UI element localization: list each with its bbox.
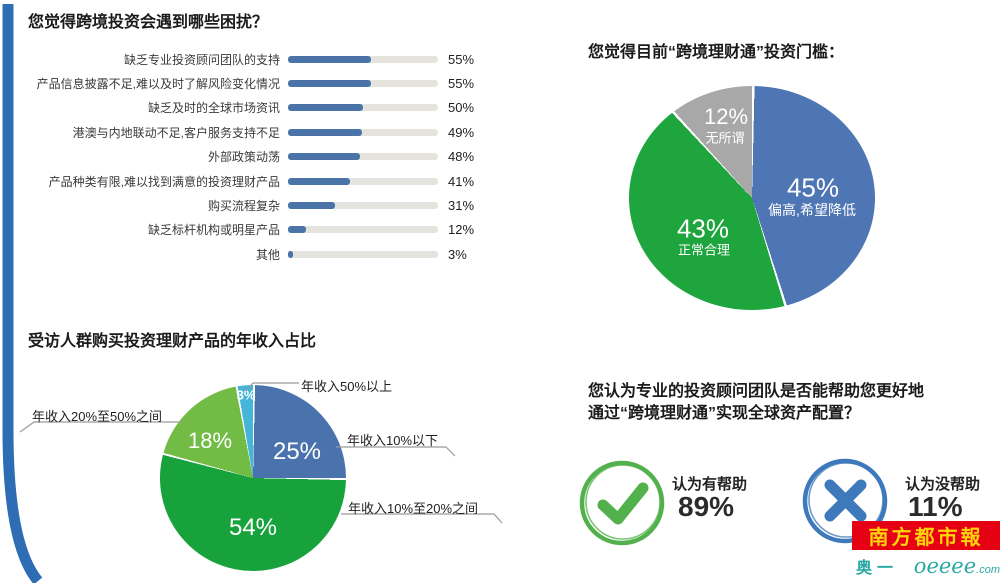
bar-value: 48% [448,149,475,165]
bar-fill [288,55,371,63]
bar-value: 3% [448,246,467,262]
helpful-label: 认为有帮助 [672,476,748,493]
income-slice-pct: 18% [187,428,233,453]
bar-value: 55% [448,51,475,67]
threshold-pie-title: 您觉得目前“跨境理财通”投资门槛： [588,44,845,61]
bar-track [288,55,438,63]
bar-value: 12% [448,222,475,238]
site-name: 奥一网 [856,560,899,577]
bar-row: 产品种类有限,难以找到满意的投资理财产品 41% [28,169,488,193]
check-circle-icon [579,460,665,546]
bar-value: 31% [448,198,475,214]
bar-track [288,250,438,258]
bar-value: 49% [448,124,475,140]
bar-row: 缺乏标杆机构或明星产品 12% [28,218,488,242]
bar-row: 外部政策动荡 48% [28,145,488,169]
bar-fill [288,226,306,234]
not-helpful-pct: 11% [908,491,963,522]
bar-fill [288,250,293,258]
bar-label: 缺乏专业投资顾问团队的支持 [123,52,280,67]
bar-label: 外部政策动荡 [207,150,280,165]
bar-label: 购买流程复杂 [207,199,280,214]
newspaper-logo: 南方都市報 [852,521,1000,550]
threshold-slice-pct: 45% [786,172,840,203]
not-helpful-label: 认为没帮助 [905,476,981,493]
bar-label: 其他 [255,247,280,262]
threshold-slice-pct: 12% [703,104,749,129]
income-callout-10to20: 年收入10%至20%之间 [348,501,479,516]
income-callout-under10: 年收入10%以下 [347,433,439,448]
bar-label: 缺乏标杆机构或明星产品 [147,223,280,238]
income-pie-title: 受访人群购买投资理财产品的年收入占比 [28,333,317,350]
bar-fill [288,153,360,161]
bar-row: 港澳与内地联动不足,客户服务支持不足 49% [28,120,488,144]
threshold-slice-pct: 43% [676,213,730,244]
bar-row: 其他 3% [28,242,488,266]
bar-label: 产品种类有限,难以找到满意的投资理财产品 [48,174,280,189]
bar-chart-title: 您觉得跨境投资会遇到哪些困扰？ [28,14,269,31]
bar-track [288,153,438,161]
bar-row: 购买流程复杂 31% [28,193,488,217]
bar-track [288,226,438,234]
bar-track [288,177,438,185]
bar-fill [288,80,371,88]
site-script: oeeee [913,554,977,578]
helpful-pct: 89% [678,491,735,522]
bar-chart: 缺乏专业投资顾问团队的支持 55% 产品信息披露不足,难以及时了解风险变化情况 … [28,47,488,267]
threshold-slice-label: 无所谓 [705,130,745,146]
bar-value: 50% [448,100,475,116]
threshold-slice-label: 正常合理 [677,242,731,258]
cross-circle-icon [802,458,888,544]
bar-value: 41% [448,173,475,189]
bar-row: 缺乏及时的全球市场资讯 50% [28,96,488,120]
newspaper-logo-text: 南方都市報 [868,527,984,549]
bar-label: 缺乏及时的全球市场资讯 [147,101,280,116]
threshold-slice-label: 偏高,希望降低 [768,202,856,218]
site-tld: .com [976,564,1000,576]
bar-fill [288,104,363,112]
site-logo: 奥一网 oeeee .com [856,554,1000,583]
bar-track [288,104,438,112]
bar-track [288,128,438,136]
income-slice-pct: 3% [236,387,256,403]
income-callout-50plus: 年收入50%以上 [301,379,393,394]
threshold-pie [629,86,875,310]
bar-track [288,202,438,210]
bar-label: 港澳与内地联动不足,客户服务支持不足 [72,125,280,140]
bar-row: 缺乏专业投资顾问团队的支持 55% [28,47,488,71]
bar-value: 55% [448,76,475,92]
bar-fill [288,128,362,136]
income-slice-pct: 54% [228,514,278,541]
bar-label: 产品信息披露不足,难以及时了解风险变化情况 [36,77,280,92]
advisor-title-line1: 您认为专业的投资顾问团队是否能帮助您更好地 [588,383,925,400]
income-slice-pct: 25% [272,438,322,465]
left-accent-stripe [2,4,43,583]
bar-track [288,80,438,88]
income-pie [160,385,346,571]
bar-fill [288,202,335,210]
income-callout-20to50: 年收入20%至50%之间 [32,409,163,424]
advisor-title-line2: 通过“跨境理财通”实现全球资产配置？ [588,405,861,422]
bar-row: 产品信息披露不足,难以及时了解风险变化情况 55% [28,71,488,95]
bar-fill [288,177,350,185]
